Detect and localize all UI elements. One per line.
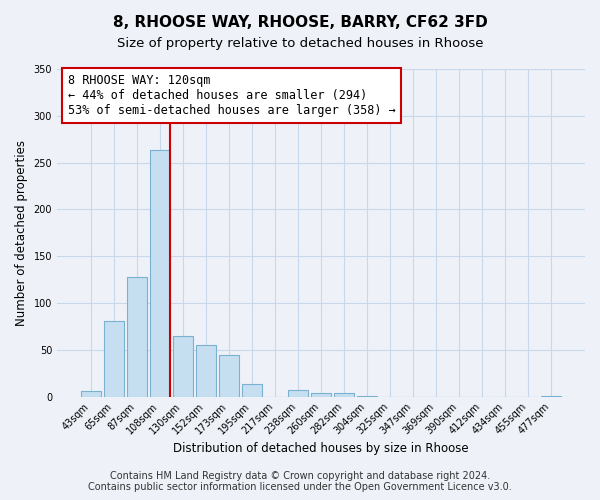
Text: 8 RHOOSE WAY: 120sqm
← 44% of detached houses are smaller (294)
53% of semi-deta: 8 RHOOSE WAY: 120sqm ← 44% of detached h… — [68, 74, 395, 117]
Bar — [104, 321, 124, 396]
Bar — [334, 393, 354, 396]
Y-axis label: Number of detached properties: Number of detached properties — [15, 140, 28, 326]
Text: 8, RHOOSE WAY, RHOOSE, BARRY, CF62 3FD: 8, RHOOSE WAY, RHOOSE, BARRY, CF62 3FD — [113, 15, 487, 30]
Bar — [196, 345, 216, 397]
Bar — [219, 356, 239, 397]
Bar — [81, 391, 101, 396]
Bar — [127, 277, 146, 396]
Text: Contains HM Land Registry data © Crown copyright and database right 2024.
Contai: Contains HM Land Registry data © Crown c… — [88, 471, 512, 492]
Bar — [242, 384, 262, 396]
Bar — [288, 390, 308, 396]
Text: Size of property relative to detached houses in Rhoose: Size of property relative to detached ho… — [117, 38, 483, 51]
X-axis label: Distribution of detached houses by size in Rhoose: Distribution of detached houses by size … — [173, 442, 469, 455]
Bar — [173, 336, 193, 396]
Bar — [150, 150, 170, 396]
Bar — [311, 393, 331, 396]
